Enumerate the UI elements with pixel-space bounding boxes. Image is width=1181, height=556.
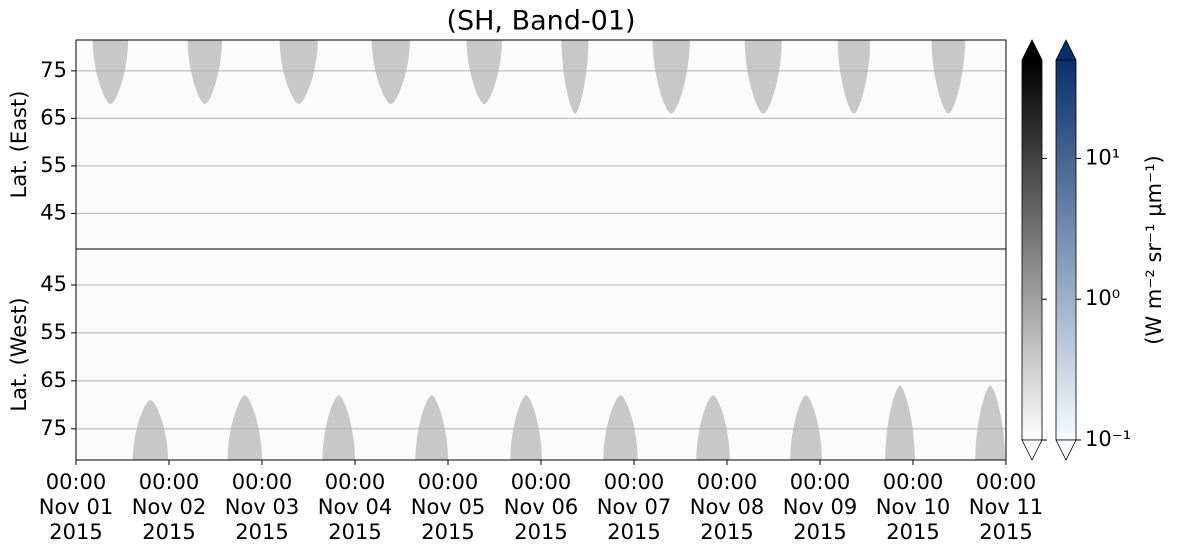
x-tick-label: Nov 05 xyxy=(411,495,485,519)
y-tick-label: 75 xyxy=(40,416,67,440)
band xyxy=(415,395,448,460)
band xyxy=(466,40,502,105)
x-tick-label: 00:00 xyxy=(46,470,107,494)
x-tick-label: Nov 10 xyxy=(876,495,950,519)
colorbar xyxy=(1021,59,1043,441)
colorbar xyxy=(1055,59,1077,441)
y-axis-label: Lat. (East) xyxy=(7,91,31,199)
band xyxy=(837,40,871,114)
x-tick-label: 2015 xyxy=(49,520,102,544)
band xyxy=(132,400,169,460)
y-tick-label: 45 xyxy=(40,272,67,296)
x-tick-label: 2015 xyxy=(142,520,195,544)
x-tick-label: 2015 xyxy=(514,520,567,544)
x-tick-label: 00:00 xyxy=(511,470,572,494)
plot-area xyxy=(76,249,1006,460)
x-tick-label: 00:00 xyxy=(418,470,479,494)
x-tick-label: 00:00 xyxy=(325,470,386,494)
x-tick-label: Nov 03 xyxy=(225,495,299,519)
x-tick-label: 2015 xyxy=(607,520,660,544)
colorbar-extend-max xyxy=(1055,39,1077,61)
band xyxy=(371,40,410,105)
band xyxy=(603,395,638,460)
colorbar-tick-label: 10⁰ xyxy=(1085,286,1120,310)
x-tick-label: 2015 xyxy=(793,520,846,544)
y-tick-label: 55 xyxy=(40,320,67,344)
band xyxy=(187,40,223,105)
x-tick-label: 00:00 xyxy=(139,470,200,494)
x-tick-label: Nov 06 xyxy=(504,495,578,519)
y-tick-label: 65 xyxy=(40,368,67,392)
x-tick-label: 00:00 xyxy=(697,470,758,494)
band xyxy=(885,385,915,460)
chart-title: (SH, Band-01) xyxy=(446,6,635,37)
band xyxy=(510,395,542,460)
x-tick-label: Nov 07 xyxy=(597,495,671,519)
x-tick-label: Nov 04 xyxy=(318,495,392,519)
x-tick-label: Nov 01 xyxy=(39,495,113,519)
band xyxy=(696,395,730,460)
x-tick-label: Nov 02 xyxy=(132,495,206,519)
x-tick-label: 00:00 xyxy=(790,470,851,494)
band xyxy=(652,40,690,114)
y-tick-label: 65 xyxy=(40,105,67,129)
band xyxy=(561,40,589,114)
colorbar-extend-max xyxy=(1021,39,1043,61)
x-tick-label: 00:00 xyxy=(232,470,293,494)
y-tick-label: 75 xyxy=(40,58,67,82)
band xyxy=(744,40,782,114)
band xyxy=(790,395,822,460)
x-tick-label: 2015 xyxy=(421,520,474,544)
x-tick-label: 2015 xyxy=(700,520,753,544)
colorbar-extend-min xyxy=(1055,439,1077,461)
x-tick-label: 2015 xyxy=(979,520,1032,544)
band xyxy=(322,395,355,460)
colorbar-tick-label: 10¹ xyxy=(1085,145,1120,169)
x-tick-label: 00:00 xyxy=(976,470,1037,494)
band xyxy=(92,40,129,105)
x-tick-label: Nov 08 xyxy=(690,495,764,519)
x-tick-label: 2015 xyxy=(886,520,939,544)
y-tick-label: 45 xyxy=(40,200,67,224)
colorbar-extend-min xyxy=(1021,439,1043,461)
x-tick-label: Nov 11 xyxy=(969,495,1043,519)
x-tick-label: Nov 09 xyxy=(783,495,857,519)
band xyxy=(227,395,262,460)
y-axis-label: Lat. (West) xyxy=(7,297,31,411)
x-tick-label: 2015 xyxy=(328,520,381,544)
y-tick-label: 55 xyxy=(40,153,67,177)
x-tick-label: 2015 xyxy=(235,520,288,544)
colorbar-label: (W m⁻² sr⁻¹ μm⁻¹) xyxy=(1142,155,1166,345)
band xyxy=(931,40,966,114)
band xyxy=(975,385,1006,460)
band xyxy=(279,40,318,105)
x-tick-label: 00:00 xyxy=(883,470,944,494)
x-tick-label: 00:00 xyxy=(604,470,665,494)
colorbar-tick-label: 10⁻¹ xyxy=(1085,427,1131,451)
